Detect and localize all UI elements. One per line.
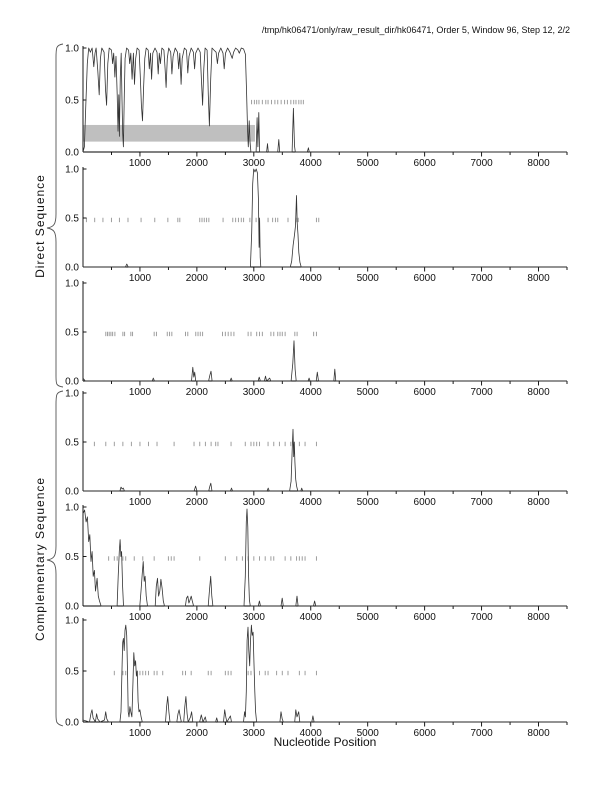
x-tick-label: 3000 [243,728,266,739]
y-tick-label: 0.0 [65,263,79,274]
x-tick-label: 4000 [300,387,323,398]
panel-complementary-frame-2: 1.0 0.5 0.0 1000 2000 3000 4000 5000 6000 7000 800… [65,503,568,623]
x-tick-label: 8000 [527,497,550,508]
y-tick-label: 1.0 [65,165,79,176]
y-tick-label: 1.0 [65,389,79,400]
y-tick-label: 0.0 [65,148,79,159]
x-tick-label: 5000 [357,158,380,169]
y-tick-label: 1.0 [65,503,79,514]
x-tick-label: 5000 [357,387,380,398]
x-tick-label: 4000 [300,728,323,739]
x-tick-label: 8000 [527,387,550,398]
panel-complementary-frame-1: 1.0 0.5 0.0 1000 2000 3000 4000 5000 6000 7000 800… [65,389,568,508]
x-tick-label: 2000 [186,612,209,623]
x-tick-label: 1000 [129,387,152,398]
y-tick-label: 0.0 [65,487,79,498]
y-tick-label: 0.5 [65,667,79,678]
panel-direct-frame-3: 1.0 0.5 0.0 1000 2000 3000 4000 5000 6000 7000 800… [65,279,568,398]
x-tick-label: 2000 [186,497,209,508]
y-tick-label: 1.0 [65,279,79,290]
x-tick-label: 7000 [470,387,493,398]
x-tick-label: 1000 [129,612,152,623]
x-tick-label: 7000 [470,612,493,623]
x-tick-label: 4000 [300,612,323,623]
probability-curve-complementary-frame-1 [83,428,567,492]
plot-title: /tmp/hk06471/only/raw_result_dir/hk06471… [261,25,570,35]
y-tick-label: 0.5 [65,438,79,449]
x-tick-label: 4000 [300,273,323,284]
x-tick-label: 8000 [527,273,550,284]
x-tick-label: 7000 [470,497,493,508]
x-tick-label: 6000 [414,158,437,169]
x-tick-label: 7000 [470,158,493,169]
x-tick-label: 1000 [129,497,152,508]
direct-sequence-brace [46,43,64,388]
probability-curve-direct-frame-1 [82,47,567,153]
x-tick-label: 1000 [129,273,152,284]
y-tick-label: 1.0 [65,616,79,627]
x-tick-label: 3000 [243,387,266,398]
x-tick-label: 6000 [414,612,437,623]
probability-curve-complementary-frame-3 [82,624,567,723]
x-tick-label: 6000 [414,497,437,508]
x-tick-label: 3000 [243,158,266,169]
x-tick-label: 2000 [186,158,209,169]
x-tick-label: 8000 [527,158,550,169]
y-tick-label: 0.0 [65,718,79,729]
x-tick-label: 4000 [300,158,323,169]
y-tick-label: 0.0 [65,377,79,388]
probability-curve-direct-frame-3 [82,340,567,382]
x-tick-label: 1000 [129,158,152,169]
x-tick-label: 5000 [357,612,380,623]
x-tick-label: 5000 [357,728,380,739]
x-tick-label: 8000 [527,612,550,623]
panel-direct-frame-1: 1.0 0.5 0.0 1000 2000 3000 4000 5000 6000 7000 800… [65,44,568,169]
complementary-sequence-label: Complementary Sequence [33,477,47,641]
y-tick-label: 0.5 [65,96,79,107]
x-tick-label: 5000 [357,497,380,508]
panel-complementary-frame-3: 1.0 0.5 0.0 1000 2000 3000 4000 5000 6000 7000 800… [65,616,568,739]
x-tick-label: 4000 [300,497,323,508]
predicted-region-band [83,124,255,142]
x-axis-title: Nucleotide Position [274,735,377,749]
panel-direct-frame-2: 1.0 0.5 0.0 1000 2000 3000 4000 5000 6000 7000 800… [65,165,568,284]
y-tick-label: 0.5 [65,328,79,339]
probability-curve-complementary-frame-2 [82,508,567,607]
probability-curve-direct-frame-2 [83,168,567,268]
y-tick-label: 0.0 [65,602,79,613]
y-tick-label: 0.5 [65,552,79,563]
x-tick-label: 2000 [186,273,209,284]
x-tick-label: 3000 [243,497,266,508]
x-tick-label: 6000 [414,728,437,739]
x-tick-label: 8000 [527,728,550,739]
y-tick-label: 1.0 [65,44,79,55]
x-tick-label: 5000 [357,273,380,284]
complementary-sequence-brace [46,390,64,727]
x-tick-label: 2000 [186,387,209,398]
x-tick-label: 6000 [414,273,437,284]
y-tick-label: 0.5 [65,214,79,225]
x-tick-label: 6000 [414,387,437,398]
x-tick-label: 2000 [186,728,209,739]
x-tick-label: 3000 [243,612,266,623]
x-tick-label: 7000 [470,273,493,284]
x-tick-label: 1000 [129,728,152,739]
x-tick-label: 3000 [243,273,266,284]
x-tick-label: 7000 [470,728,493,739]
direct-sequence-label: Direct Sequence [33,174,47,278]
